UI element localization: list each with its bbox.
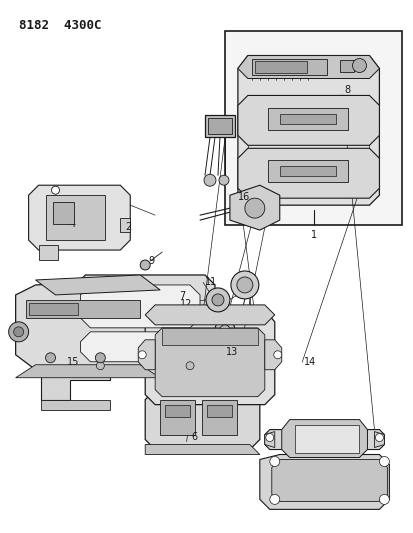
Polygon shape xyxy=(281,419,367,457)
Polygon shape xyxy=(40,400,110,410)
Circle shape xyxy=(378,495,389,504)
Polygon shape xyxy=(373,432,384,448)
Polygon shape xyxy=(80,285,199,328)
Circle shape xyxy=(236,277,252,293)
Bar xyxy=(28,303,78,315)
Polygon shape xyxy=(264,432,274,448)
Polygon shape xyxy=(271,459,387,502)
Bar xyxy=(202,400,236,434)
Circle shape xyxy=(378,456,389,466)
Bar xyxy=(254,61,306,72)
Circle shape xyxy=(138,351,146,359)
Bar xyxy=(207,118,231,134)
Polygon shape xyxy=(237,55,378,78)
Circle shape xyxy=(140,260,150,270)
Circle shape xyxy=(45,353,55,363)
Polygon shape xyxy=(259,455,389,510)
Text: 6: 6 xyxy=(191,432,197,442)
Bar xyxy=(224,30,401,225)
Polygon shape xyxy=(36,275,160,295)
Circle shape xyxy=(351,59,366,72)
Polygon shape xyxy=(229,185,279,230)
Polygon shape xyxy=(75,275,214,360)
Text: 8182  4300C: 8182 4300C xyxy=(19,19,101,31)
Polygon shape xyxy=(237,55,378,205)
Bar xyxy=(206,405,231,417)
Circle shape xyxy=(214,320,234,340)
Polygon shape xyxy=(138,340,155,370)
Text: 1: 1 xyxy=(310,230,316,240)
Bar xyxy=(204,116,234,138)
Bar xyxy=(279,115,335,124)
Text: 12: 12 xyxy=(180,298,192,309)
Bar xyxy=(165,405,190,417)
Polygon shape xyxy=(264,340,281,370)
Bar xyxy=(251,59,326,75)
Circle shape xyxy=(211,294,223,306)
Circle shape xyxy=(204,174,216,186)
Polygon shape xyxy=(237,95,378,146)
Circle shape xyxy=(96,362,104,370)
Bar xyxy=(339,60,353,71)
Bar xyxy=(26,300,140,318)
Circle shape xyxy=(206,288,229,312)
Circle shape xyxy=(273,351,281,359)
Circle shape xyxy=(219,325,229,335)
Text: 7: 7 xyxy=(179,290,185,301)
Circle shape xyxy=(9,322,28,342)
Circle shape xyxy=(218,175,228,185)
Circle shape xyxy=(269,456,279,466)
Bar xyxy=(45,195,105,240)
Polygon shape xyxy=(80,332,199,362)
Text: 2: 2 xyxy=(125,222,131,232)
Circle shape xyxy=(265,433,273,441)
Bar xyxy=(52,202,74,224)
Bar xyxy=(160,400,195,434)
Text: 3: 3 xyxy=(158,309,164,319)
Circle shape xyxy=(185,362,194,370)
Text: 11: 11 xyxy=(204,278,217,287)
Polygon shape xyxy=(40,360,110,400)
Polygon shape xyxy=(237,148,378,198)
Polygon shape xyxy=(145,445,259,455)
Polygon shape xyxy=(16,280,160,370)
Text: 16: 16 xyxy=(237,192,249,203)
Circle shape xyxy=(95,353,105,363)
Text: 10: 10 xyxy=(215,304,227,314)
Circle shape xyxy=(230,271,258,299)
Bar xyxy=(294,425,358,453)
Text: 13: 13 xyxy=(225,346,237,357)
Polygon shape xyxy=(120,218,130,232)
Polygon shape xyxy=(162,328,257,345)
Bar xyxy=(267,160,347,182)
Text: 4: 4 xyxy=(70,219,76,229)
Polygon shape xyxy=(145,310,274,405)
Circle shape xyxy=(269,495,279,504)
Circle shape xyxy=(244,198,264,218)
Circle shape xyxy=(14,327,24,337)
Polygon shape xyxy=(28,185,130,250)
Text: 8: 8 xyxy=(343,85,349,95)
Polygon shape xyxy=(264,430,384,449)
Polygon shape xyxy=(145,305,274,325)
Text: 14: 14 xyxy=(303,357,316,367)
Bar xyxy=(279,166,335,176)
Text: 5: 5 xyxy=(216,357,222,367)
Text: 15: 15 xyxy=(66,357,79,367)
Circle shape xyxy=(51,186,59,194)
Polygon shape xyxy=(145,390,259,449)
Bar xyxy=(267,108,347,131)
Polygon shape xyxy=(38,245,58,260)
Circle shape xyxy=(375,433,382,441)
Polygon shape xyxy=(155,328,264,397)
Polygon shape xyxy=(16,365,160,378)
Text: 9: 9 xyxy=(148,256,154,266)
